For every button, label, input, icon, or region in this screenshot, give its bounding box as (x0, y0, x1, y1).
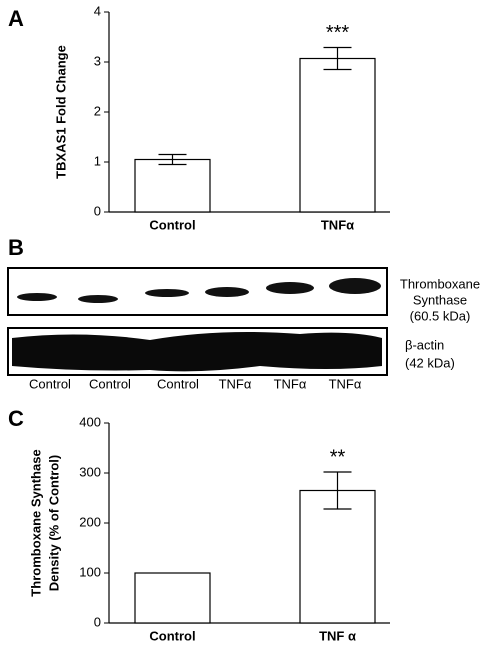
x-tick-label: TNFα (321, 217, 354, 232)
error-bar (323, 471, 352, 510)
x-tick-label: Control (149, 628, 195, 643)
y-axis-label: TBXAS1 Fold Change (53, 45, 68, 179)
bar (299, 57, 376, 213)
lane-label: TNFα (274, 376, 307, 391)
bar (299, 489, 376, 624)
significance: *** (326, 22, 350, 44)
y-tick-label: 200 (79, 514, 101, 529)
y-tick-label: 300 (79, 464, 101, 479)
lane-label: Control (29, 376, 71, 391)
y-tick-label: 0 (94, 614, 101, 629)
protein-label: (42 kDa) (405, 355, 455, 370)
y-tick-label: 400 (79, 414, 101, 429)
y-axis-label: Thromboxane Synthase (28, 449, 43, 596)
y-tick-label: 0 (94, 203, 101, 218)
bar (134, 572, 211, 624)
y-tick-label: 3 (94, 53, 101, 68)
lane-label: TNFα (329, 376, 362, 391)
x-tick-label: Control (149, 217, 195, 232)
protein-label: Thromboxane (400, 276, 480, 291)
x-tick-label: TNF α (319, 628, 356, 643)
y-tick-label: 1 (94, 153, 101, 168)
panel-label: B (8, 235, 24, 260)
protein-label: β-actin (405, 337, 444, 352)
lane-label: Control (89, 376, 131, 391)
protein-label: Synthase (413, 292, 467, 307)
lane-label: TNFα (219, 376, 252, 391)
y-tick-label: 100 (79, 564, 101, 579)
y-axis-label: Density (% of Control) (46, 455, 61, 592)
lane-label: Control (157, 376, 199, 391)
error-bar (323, 46, 352, 71)
blot-image (7, 267, 388, 376)
y-tick-label: 2 (94, 103, 101, 118)
panel-label: A (8, 6, 24, 31)
y-tick-label: 4 (94, 3, 101, 18)
protein-label: (60.5 kDa) (410, 308, 471, 323)
panel-label: C (8, 406, 24, 431)
error-bar (158, 153, 187, 166)
significance: ** (330, 446, 346, 468)
bar (134, 158, 211, 213)
